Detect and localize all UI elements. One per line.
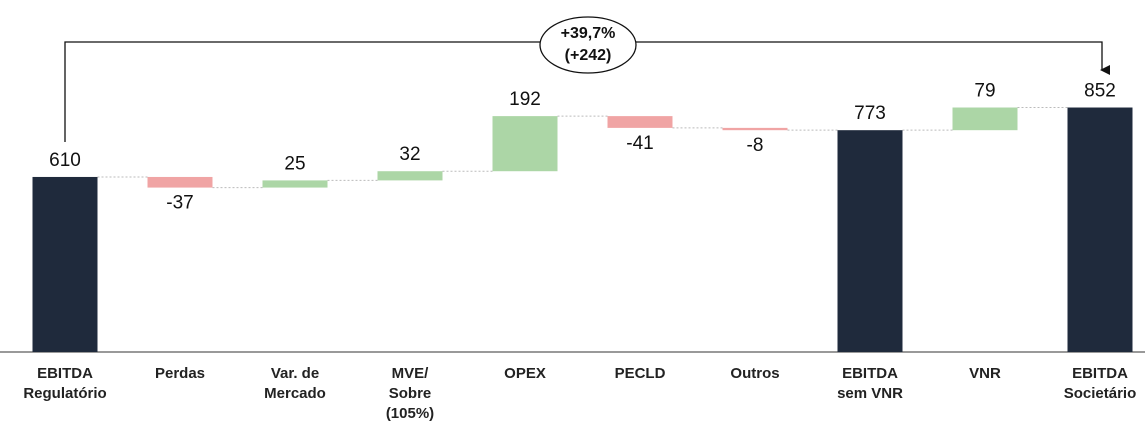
annotation-bubble: [539, 16, 637, 74]
bar: [377, 171, 443, 181]
x-tick-label: Mercado: [264, 385, 326, 402]
data-label: 773: [854, 103, 886, 124]
bar: [262, 180, 328, 188]
data-label: 852: [1084, 81, 1116, 102]
annotation: (+242): [565, 47, 612, 64]
x-tick-label: Regulatório: [23, 385, 106, 402]
x-tick-label: Societário: [1064, 385, 1137, 402]
bar: [952, 107, 1018, 131]
x-tick-label: sem VNR: [837, 385, 903, 402]
data-label: -37: [166, 193, 193, 214]
bar: [837, 130, 903, 352]
x-tick-label: EBITDA: [1072, 365, 1128, 382]
data-label: 610: [49, 150, 81, 171]
data-label: 192: [509, 89, 541, 110]
bar: [147, 176, 213, 188]
x-tick-label: MVE/: [392, 365, 430, 382]
data-label: 25: [284, 153, 305, 174]
data-label: 79: [974, 81, 995, 102]
data-label: -41: [626, 133, 653, 154]
x-tick-label: (105%): [386, 405, 434, 422]
x-tick-label: VNR: [969, 365, 1001, 382]
bar: [492, 116, 558, 172]
bar: [607, 116, 673, 128]
data-label: -8: [747, 135, 764, 156]
x-tick-label: Var. de: [271, 365, 319, 382]
bar: [722, 127, 788, 131]
x-tick-label: Outros: [730, 365, 779, 382]
data-label: 32: [399, 144, 420, 165]
annotation: +39,7%: [561, 25, 616, 42]
x-tick-label: Perdas: [155, 365, 205, 382]
x-tick-label: EBITDA: [37, 365, 93, 382]
bar: [1067, 107, 1133, 352]
bar: [32, 176, 98, 352]
x-tick-label: OPEX: [504, 365, 546, 382]
x-tick-label: Sobre: [389, 385, 432, 402]
x-tick-label: PECLD: [615, 365, 666, 382]
x-tick-label: EBITDA: [842, 365, 898, 382]
